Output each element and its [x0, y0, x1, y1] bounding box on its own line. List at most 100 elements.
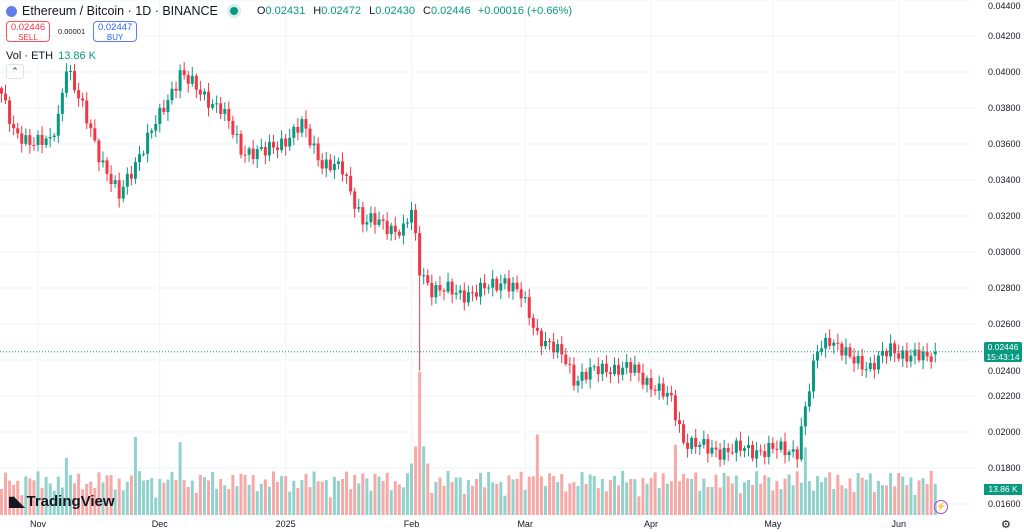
candle-up	[267, 141, 271, 156]
sell-button[interactable]: 0.02446 SELL	[6, 21, 50, 42]
candle-down	[617, 364, 621, 375]
volume-bar	[617, 485, 621, 515]
candle-up	[734, 440, 738, 453]
candle-down	[775, 448, 779, 450]
price-tick-label: 0.02200	[988, 391, 1021, 401]
volume-bar	[182, 480, 186, 515]
candle-down	[629, 362, 633, 373]
candle-down	[669, 392, 673, 396]
candle-up	[36, 134, 40, 146]
volume-bar	[349, 489, 353, 515]
candle-up	[807, 391, 811, 407]
candle-down	[442, 290, 446, 292]
volume-bar	[16, 480, 20, 515]
candle-down	[608, 372, 612, 375]
volume-bar	[68, 474, 72, 515]
candle-down	[162, 107, 166, 112]
candle-down	[495, 278, 499, 291]
symbol-title[interactable]: Ethereum / Bitcoin · 1D · BINANCE	[22, 4, 218, 18]
volume-legend[interactable]: Vol · ETH 13.86 K	[6, 50, 96, 62]
volume-bar	[422, 446, 426, 515]
volume-bar	[227, 489, 231, 515]
volume-bar	[28, 478, 32, 515]
price-axis[interactable]: 0.04400 0.04200 0.04000 0.03800 0.03600 0.034…	[988, 1, 1021, 509]
candle-down	[20, 133, 24, 144]
candle-up	[487, 287, 491, 289]
volume-bar	[929, 470, 933, 515]
volume-bar	[747, 480, 750, 515]
volume-bar	[832, 488, 836, 515]
volume-bar	[397, 484, 401, 515]
volume-bar	[288, 491, 292, 515]
candle-up	[913, 349, 917, 356]
candle-up	[844, 347, 848, 356]
volume-bar	[77, 473, 81, 515]
volume-bar	[698, 490, 702, 515]
candle-down	[28, 135, 32, 145]
candle-up	[166, 100, 170, 112]
candle-down	[117, 180, 121, 199]
volume-bar	[190, 480, 194, 515]
candle-down	[40, 134, 44, 145]
tradingview-logo[interactable]: ▮◣ TradingView	[8, 493, 115, 510]
lightning-icon[interactable]: ⚡	[934, 500, 948, 514]
volume-bar	[751, 484, 755, 515]
candle-down	[738, 440, 742, 451]
volume-bar	[625, 482, 629, 515]
volume-bar	[783, 478, 787, 515]
price-tick-label: 0.03800	[988, 103, 1021, 113]
volume-bar	[686, 478, 690, 515]
candle-up	[44, 138, 48, 145]
candle-up	[633, 364, 637, 373]
candle-down	[304, 119, 308, 129]
settings-gear-icon[interactable]: ⚙	[1001, 519, 1011, 531]
volume-bar	[255, 491, 259, 515]
candle-up	[178, 70, 182, 91]
volume-bar	[885, 485, 889, 515]
volume-bar	[129, 475, 133, 515]
candle-up	[523, 297, 527, 299]
candle-down	[320, 160, 324, 169]
volume-bar	[304, 473, 308, 515]
candle-up	[901, 350, 905, 359]
volume-bar	[263, 479, 267, 515]
candle-down	[418, 233, 422, 276]
candle-up	[190, 75, 194, 84]
volume-bar	[925, 484, 929, 515]
candle-up	[787, 451, 791, 456]
volume-bar	[507, 475, 511, 515]
candle-down	[85, 100, 89, 124]
candle-down	[438, 285, 442, 291]
volume-bar	[24, 476, 28, 515]
volume-bar	[300, 480, 304, 515]
candle-down	[564, 354, 568, 364]
candle-down	[450, 281, 454, 295]
ohlc-values: O0.02431 H0.02472 L0.02430 C0.02446 +0.0…	[252, 5, 572, 17]
volume-bar	[324, 479, 328, 515]
collapse-legend-button[interactable]: ⌃	[6, 64, 24, 79]
candle-up	[625, 362, 629, 368]
volume-bar	[474, 478, 478, 515]
candle-up	[665, 392, 669, 397]
volume-bar	[418, 372, 422, 515]
grid	[0, 0, 975, 515]
brand-name: TradingView	[26, 493, 115, 510]
time-axis[interactable]: Nov Dec 2025 Feb Mar Apr May Jun	[30, 519, 906, 529]
candle-up	[613, 364, 617, 375]
volume-bar	[89, 481, 93, 515]
candle-down	[12, 123, 16, 129]
volume-bar	[466, 479, 470, 515]
candle-down	[77, 90, 81, 99]
volume-value: 13.86 K	[58, 50, 96, 62]
time-tick-label: Mar	[517, 519, 533, 529]
candle-up	[422, 275, 426, 277]
candle-down	[836, 342, 840, 344]
candle-down	[308, 128, 312, 146]
volume-bar	[889, 473, 893, 515]
volume-bar	[138, 471, 141, 515]
buy-button[interactable]: 0.02447 BUY	[93, 21, 138, 42]
candle-up	[933, 351, 937, 355]
volume-bar	[535, 434, 539, 515]
volume-bar	[81, 489, 85, 515]
